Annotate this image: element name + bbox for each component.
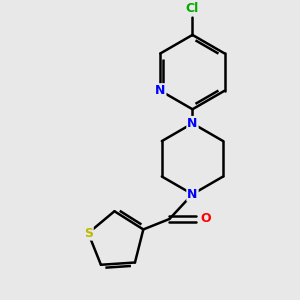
Text: S: S: [84, 226, 93, 240]
Text: N: N: [187, 188, 198, 201]
Text: N: N: [155, 84, 166, 97]
Text: O: O: [201, 212, 211, 226]
Text: N: N: [187, 117, 198, 130]
Text: Cl: Cl: [186, 2, 199, 15]
